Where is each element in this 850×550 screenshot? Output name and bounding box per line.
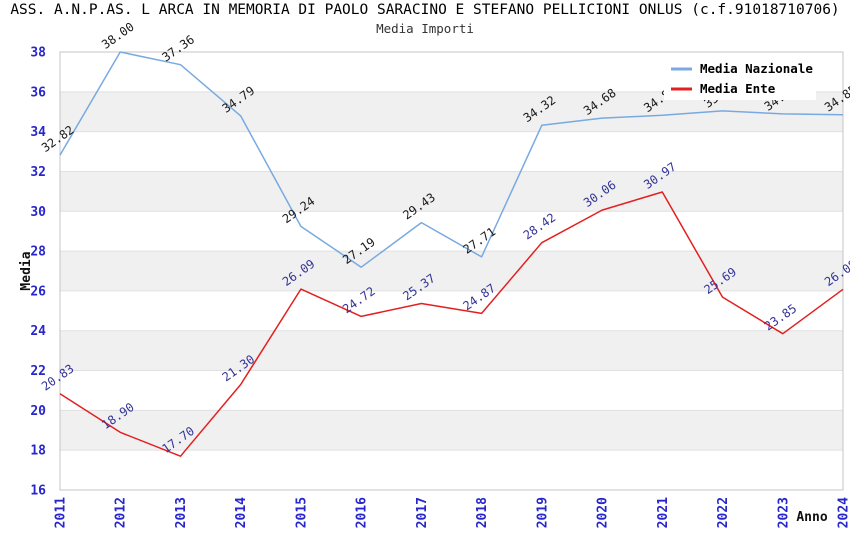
x-tick-label: 2014 <box>234 497 249 528</box>
legend: Media Nazionale Media Ente <box>664 56 816 100</box>
legend-box <box>664 56 816 100</box>
y-tick-label: 18 <box>30 444 46 459</box>
plot-band <box>60 171 843 212</box>
y-tick-label: 22 <box>30 364 46 379</box>
x-tick-label: 2012 <box>114 497 129 528</box>
series-lines <box>59 51 844 457</box>
y-tick-label: 36 <box>30 85 46 100</box>
x-tick-label: 2020 <box>596 497 611 528</box>
x-tick-label: 2016 <box>355 497 370 528</box>
series-line-media-nazionale <box>59 51 844 268</box>
data-label: 28.42 <box>521 210 559 242</box>
y-tick-label: 24 <box>30 324 46 339</box>
x-tick-label: 2018 <box>475 497 490 528</box>
y-tick-label: 38 <box>30 46 46 61</box>
x-axis-title: Anno <box>796 510 827 525</box>
data-label: 38.00 <box>99 20 137 52</box>
plot-border <box>59 51 844 491</box>
y-tick-label: 26 <box>30 284 46 299</box>
x-tick-label: 2011 <box>54 497 69 528</box>
legend-label-media-ente: Media Ente <box>700 81 776 96</box>
y-axis-tick-labels: 16 18 20 22 24 26 28 30 32 34 36 38 <box>30 46 46 499</box>
x-tick-label: 2019 <box>535 497 550 528</box>
y-tick-label: 28 <box>30 245 46 260</box>
x-axis-tick-labels: 2011 2012 2013 2014 2015 2016 2017 2018 2019 2020… <box>54 497 850 529</box>
y-axis-title: Media <box>19 251 34 290</box>
plot-band <box>60 251 843 291</box>
x-tick-label: 2023 <box>776 497 791 528</box>
series-line-media-ente <box>59 191 844 457</box>
y-tick-label: 32 <box>30 165 46 180</box>
x-tick-label: 2017 <box>415 497 430 528</box>
y-tick-label: 16 <box>30 484 46 499</box>
y-tick-label: 30 <box>30 205 46 220</box>
x-tick-label: 2021 <box>656 497 671 528</box>
y-tick-label: 20 <box>30 404 46 419</box>
legend-label-media-nazionale: Media Nazionale <box>700 61 813 76</box>
y-tick-label: 34 <box>30 125 46 140</box>
x-tick-label: 2022 <box>716 497 731 528</box>
chart-subtitle: Media Importi <box>376 21 474 36</box>
chart-title: ASS. A.N.P.AS. L ARCA IN MEMORIA DI PAOL… <box>10 2 839 18</box>
data-label: 23.85 <box>762 301 800 333</box>
x-tick-label: 2015 <box>294 497 309 528</box>
plot-bands <box>60 91 843 451</box>
plot-band <box>60 330 843 371</box>
x-tick-label: 2013 <box>174 497 189 528</box>
x-tick-label: 2024 <box>837 497 850 528</box>
data-label: 37.36 <box>159 32 197 64</box>
